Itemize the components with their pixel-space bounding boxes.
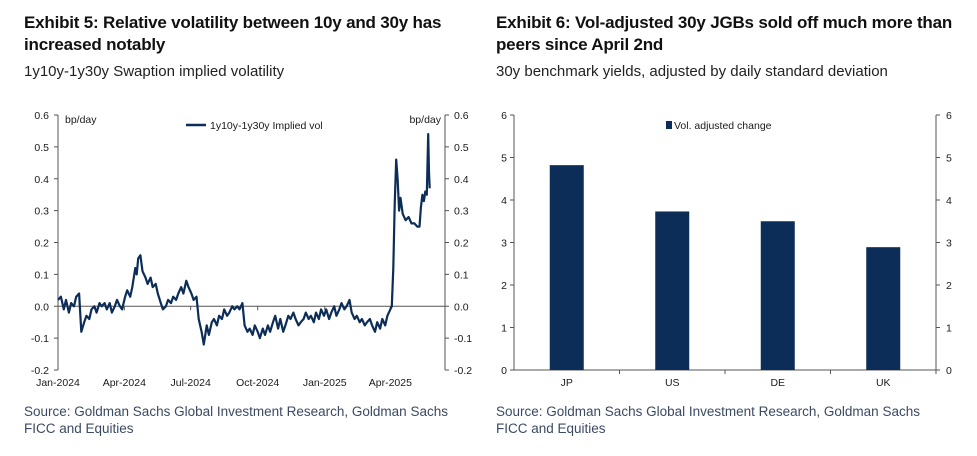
y-tick-label: -0.2 <box>31 365 49 377</box>
y-tick-label: 0.6 <box>34 110 49 122</box>
x-tick-label: Apr-2025 <box>369 377 412 389</box>
exhibit-5-panel: Exhibit 5: Relative volatility between 1… <box>0 0 480 456</box>
bar-jp <box>549 165 584 370</box>
y-tick-label: 0.4 <box>34 174 49 186</box>
y-tick-label: 0.3 <box>34 206 49 218</box>
y-tick-label: 0.1 <box>34 269 49 281</box>
exhibit-5-subtitle: 1y10y-1y30y Swaption implied volatility <box>24 63 285 80</box>
y-tick-label-right: 0.6 <box>454 110 469 122</box>
x-tick-label: Jan-2025 <box>303 377 347 389</box>
x-tick-label: Apr-2024 <box>103 377 146 389</box>
x-tick-label: DE <box>770 377 785 389</box>
y-tick-label-right: 0 <box>946 365 952 377</box>
exhibit-5-title: Exhibit 5: Relative volatility between 1… <box>24 13 442 54</box>
exhibit-6-source: Source: Goldman Sachs Global Investment … <box>496 404 920 436</box>
y-axis-unit-left: bp/day <box>65 114 97 126</box>
y-tick-label: 2 <box>501 280 507 292</box>
y-axis-unit-right: bp/day <box>409 114 441 126</box>
x-tick-label: Jul-2024 <box>171 377 211 389</box>
y-tick-label-right: 1 <box>946 323 952 335</box>
y-tick-label: 5 <box>501 153 507 165</box>
exhibit-6-panel: Exhibit 6: Vol-adjusted 30y JGBs sold of… <box>496 0 977 456</box>
legend-label: Vol. adjusted change <box>674 120 772 132</box>
y-tick-label-right: 0.4 <box>454 174 469 186</box>
y-tick-label: 0 <box>501 365 507 377</box>
y-tick-label-right: 6 <box>946 110 952 122</box>
y-tick-label: 1 <box>501 323 507 335</box>
exhibit-6-subtitle: 30y benchmark yields, adjusted by daily … <box>496 63 888 80</box>
x-tick-label: Oct-2024 <box>236 377 279 389</box>
exhibit-5-source: Source: Goldman Sachs Global Investment … <box>24 404 448 436</box>
y-tick-label: 0.0 <box>34 301 49 313</box>
x-tick-label: JP <box>561 377 573 389</box>
y-tick-label-right: 0.5 <box>454 142 469 154</box>
series-line-implied-vol <box>57 133 431 346</box>
bar-de <box>760 221 795 370</box>
y-tick-label: 0.5 <box>34 142 49 154</box>
y-tick-label: 4 <box>501 195 507 207</box>
y-tick-label: 0.2 <box>34 238 49 250</box>
y-tick-label-right: 0.2 <box>454 238 469 250</box>
y-tick-label: 6 <box>501 110 507 122</box>
y-tick-label-right: 0.0 <box>454 301 469 313</box>
x-tick-label: US <box>665 377 680 389</box>
y-tick-label-right: 0.1 <box>454 269 469 281</box>
bar-uk <box>866 247 901 370</box>
legend-swatch <box>666 121 672 129</box>
y-tick-label-right: -0.1 <box>454 333 472 345</box>
y-tick-label-right: 5 <box>946 153 952 165</box>
y-tick-label-right: 0.3 <box>454 206 469 218</box>
x-tick-label: Jan-2024 <box>36 377 80 389</box>
bar-us <box>655 211 690 370</box>
y-tick-label-right: 4 <box>946 195 952 207</box>
exhibit-5-line-chart: -0.2 -0.1 0.0 0.1 0.2 0.3 0.4 0.5 0.6 -0.2 -0.1 0.0… <box>31 110 472 389</box>
x-tick-label: UK <box>876 377 891 389</box>
y-tick-label-right: -0.2 <box>454 365 472 377</box>
y-tick-label: -0.1 <box>31 333 49 345</box>
exhibit-6-bar-chart: 0 1 2 3 4 5 6 0 1 2 3 4 5 6 JP US DE UK Vol. adjusted chan… <box>501 110 952 389</box>
legend-label: 1y10y-1y30y Implied vol <box>210 120 323 132</box>
exhibit-6-title: Exhibit 6: Vol-adjusted 30y JGBs sold of… <box>496 13 953 54</box>
y-tick-label-right: 2 <box>946 280 952 292</box>
y-tick-label-right: 3 <box>946 238 952 250</box>
y-tick-label: 3 <box>501 238 507 250</box>
